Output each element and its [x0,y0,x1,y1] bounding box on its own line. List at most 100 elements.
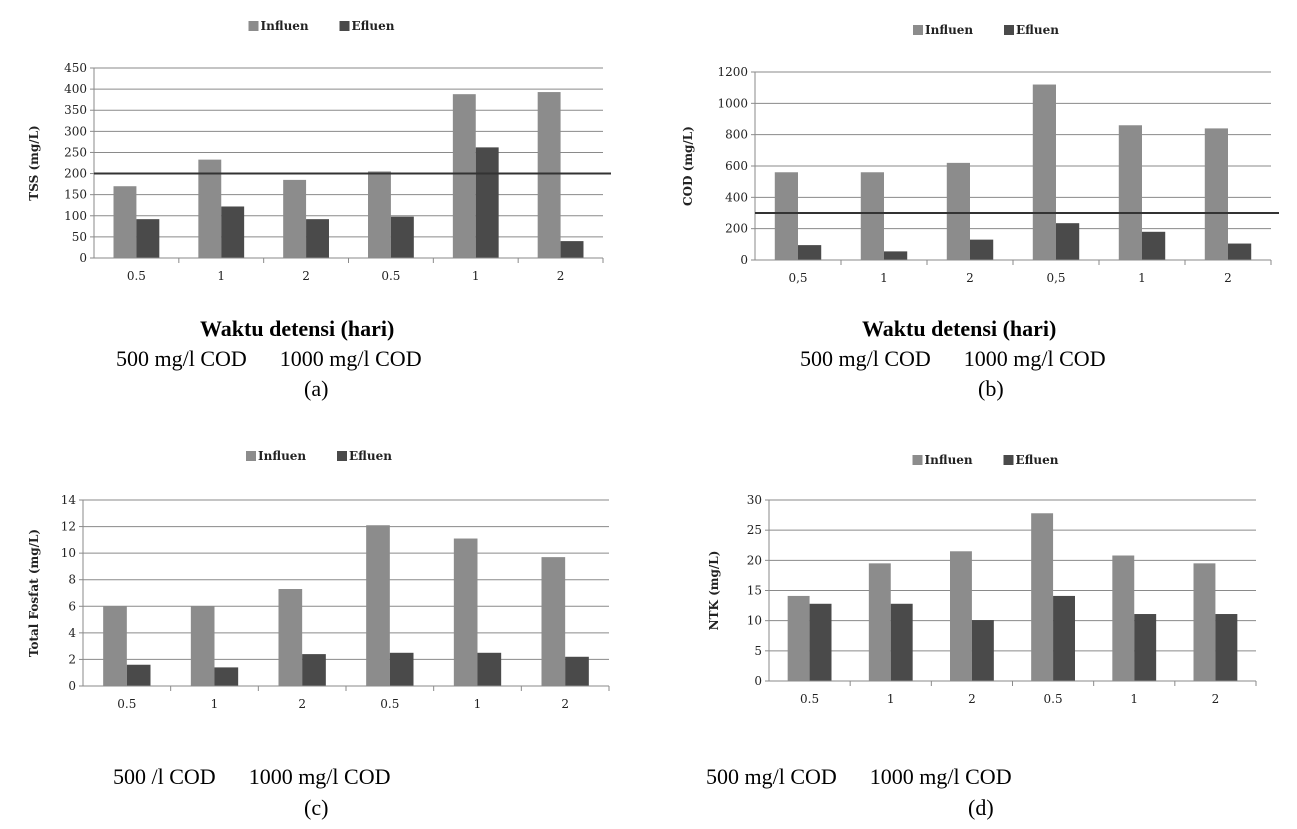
group-label-500: 500 mg/l COD [800,346,931,371]
chart-b-x-tick-label: 1 [880,271,888,285]
legend-label-efluen: Efluen [1016,23,1059,37]
bar-efluen [390,216,414,258]
chart-b-x-tick-label: 1 [1138,271,1146,285]
bar-influen [774,172,798,260]
chart-d-y-tick-label: 0 [754,674,762,688]
chart-d-y-tick-label: 15 [747,584,762,598]
legend-swatch-efluen [1004,25,1014,35]
chart-b-x-tick-label: 2 [1224,271,1232,285]
chart-d-x-tick-label: 1 [1130,692,1138,706]
chart-d-legend: Influen Efluen [912,453,1059,467]
chart-b-y-tick-label: 200 [725,222,748,236]
legend-swatch-influen [246,451,256,461]
bar-efluen [1056,223,1080,260]
bar-efluen [126,664,151,686]
chart-d-y-tick-label: 30 [747,493,762,507]
bar-influen [860,172,884,260]
bar-efluen [221,206,245,258]
bar-efluen [1215,614,1238,681]
chart-a-x-tick-label: 2 [302,269,310,283]
chart-c-x-tick-label: 2 [298,697,306,711]
chart-panel-c: Influen Efluen 0 2 4 6 8 10 12 14 0.5 1 2 0.5 1 2 Total … [0,430,648,829]
group-label-1000: 1000 mg/l COD [963,346,1106,371]
legend-label-influen: Influen [258,449,306,463]
chart-a-y-axis-label: TSS (mg/L) [27,125,41,200]
legend-label-efluen: Efluen [352,19,395,33]
chart-d-y-tick-label: 20 [747,553,762,567]
chart-a-y-tick-label: 0 [79,251,87,265]
chart-d-y-tick-label: 5 [754,644,762,658]
group-labels-c: 500 /l COD 1000 mg/l COD [113,764,390,790]
bar-efluen [1134,614,1157,681]
chart-panel-d: Influen Efluen 0 5 10 15 20 25 30 0.5 1 2 0.5 1 2 NTK (… [648,430,1297,829]
chart-a-legend: Influen Efluen [248,19,395,33]
chart-b-y-tick-label: 1200 [717,65,748,79]
legend-swatch-efluen [339,21,350,31]
bar-influen [946,162,970,260]
bar-influen [198,159,222,258]
chart-c-y-tick-label: 4 [68,626,76,640]
chart-c-y-tick-label: 12 [61,520,76,534]
chart-c-y-tick-label: 6 [68,599,76,613]
chart-b-legend: Influen Efluen [913,23,1059,37]
chart-d-x-tick-label: 2 [968,692,976,706]
chart-c-x-tick-label: 1 [211,697,219,711]
bar-influen [537,92,561,258]
chart-d-x-tick-label: 0.5 [800,692,819,706]
chart-a-y-tick-label: 100 [64,209,87,223]
bar-influen [1032,84,1056,261]
bar-influen [366,525,390,686]
bar-efluen [477,652,502,686]
chart-b-y-axis-label: COD (mg/L) [681,126,695,206]
chart-b-y-tick-label: 1000 [717,96,748,110]
bar-influen [1112,555,1135,681]
bar-influen [1204,128,1228,260]
panel-label-d: (d) [968,795,994,820]
bar-efluen [971,620,994,681]
legend-swatch-influen [248,21,259,31]
chart-a-x-tick-label: 2 [557,269,565,283]
bar-influen [868,563,891,681]
bar-influen [950,551,972,681]
bar-efluen [136,219,160,258]
chart-c-x-tick-label: 0.5 [117,697,136,711]
panel-label-a: (a) [304,376,329,401]
chart-b-y-tick-label: 800 [725,128,748,142]
chart-c-x-tick-label: 2 [561,697,569,711]
bar-efluen [302,654,326,686]
bar-efluen [890,603,913,681]
x-axis-label-a: Waktu detensi (hari) [200,316,395,341]
chart-a-y-tick-label: 450 [64,61,87,75]
bar-efluen [884,251,908,260]
chart-d-x-tick-label: 2 [1212,692,1220,706]
chart-d-y-tick-label: 10 [747,614,762,628]
bar-influen [368,171,391,258]
group-label-500: 500 mg/l COD [706,764,837,789]
chart-a-y-tick-label: 300 [64,124,87,138]
bar-influen [1193,563,1216,681]
bar-efluen [214,667,239,686]
bar-influen [1031,513,1054,681]
chart-c-x-tick-label: 1 [474,697,482,711]
chart-c-y-tick-label: 10 [61,546,76,560]
chart-b-y-tick-label: 0 [740,253,748,267]
panel-label-b: (b) [978,376,1004,401]
chart-b-x-tick-label: 0,5 [1046,271,1065,285]
group-label-1000: 1000 mg/l COD [279,346,422,371]
chart-d-x-tick-label: 0.5 [1044,692,1063,706]
bar-influen [113,186,137,258]
chart-b-y-tick-label: 600 [725,159,748,173]
chart-b-svg: Influen Efluen 0 200 400 600 800 1000 1200 0,5 1 2 0… [681,23,1279,285]
bar-efluen [798,245,822,260]
chart-a-y-tick-label: 400 [64,82,87,96]
chart-c-y-axis-label: Total Fosfat (mg/L) [27,529,41,657]
group-labels-a: 500 mg/l COD 1000 mg/l COD [116,346,422,372]
chart-panel-a: Influen Efluen 0 50 100 150 200 250 300 350 400 450… [0,0,648,414]
group-label-500: 500 /l COD [113,764,216,789]
legend-swatch-efluen [1003,455,1014,465]
bar-influen [453,538,478,686]
bar-efluen [1228,243,1252,260]
bar-influen [541,557,566,686]
chart-c-y-tick-label: 8 [68,573,76,587]
